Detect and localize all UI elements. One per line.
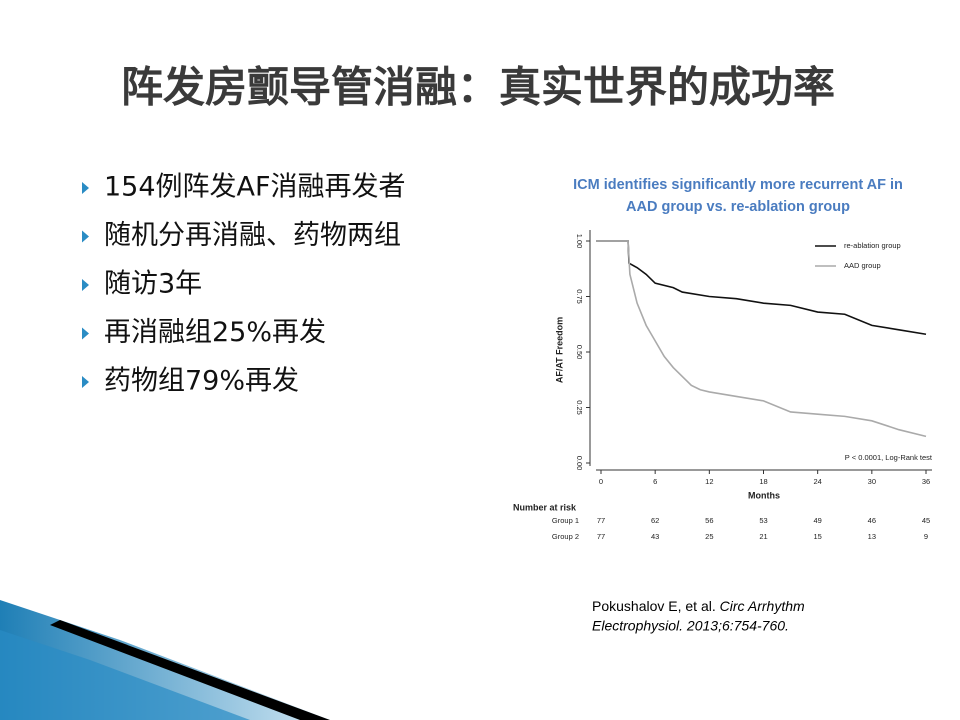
bullet-marker xyxy=(82,279,89,291)
risk-table-title: Number at risk xyxy=(513,502,577,512)
risk-count: 9 xyxy=(924,532,928,541)
chart-title: AAD group vs. re-ablation group xyxy=(626,199,850,215)
bullet-marker xyxy=(82,327,89,340)
y-tick-label: 0.50 xyxy=(575,345,584,360)
x-tick-label: 12 xyxy=(705,477,713,486)
bullet-text: 随机分再消融、药物两组 xyxy=(104,220,401,251)
risk-count: 53 xyxy=(759,516,767,525)
citation-journal: Electrophysiol. 2013;6:754-760. xyxy=(592,618,789,634)
risk-count: 62 xyxy=(651,516,659,525)
risk-count: 15 xyxy=(813,532,821,541)
bullet-text: 随访3年 xyxy=(104,269,202,300)
bullet-text: 药物组79%再发 xyxy=(104,366,299,397)
y-tick-label: 0.75 xyxy=(575,289,584,304)
chart-title: ICM identifies significantly more recurr… xyxy=(573,177,903,193)
x-tick-label: 0 xyxy=(599,477,603,486)
bullet-marker xyxy=(82,376,89,388)
x-tick-label: 6 xyxy=(653,477,657,486)
decor-stripe xyxy=(50,620,330,720)
citation-authors: Pokushalov E, et al. xyxy=(592,598,716,614)
y-tick-label: 0.25 xyxy=(575,400,584,415)
x-tick-label: 30 xyxy=(868,477,876,486)
risk-count: 13 xyxy=(868,532,876,541)
risk-count: 46 xyxy=(868,516,876,525)
survival-curve xyxy=(596,240,927,438)
legend-label: re-ablation group xyxy=(844,241,901,250)
citation-journal: Circ Arrhythm xyxy=(720,598,805,614)
risk-count: 21 xyxy=(759,532,767,541)
risk-count: 45 xyxy=(922,516,930,525)
x-tick-label: 18 xyxy=(759,477,767,486)
bullet-text: 154例阵发AF消融再发者 xyxy=(104,172,406,203)
risk-count: 43 xyxy=(651,532,659,541)
x-axis-label: Months xyxy=(748,490,780,500)
y-tick-label: 0.00 xyxy=(575,456,584,471)
bullet-marker xyxy=(82,230,89,243)
risk-count: 77 xyxy=(597,516,605,525)
y-tick-label: 1.00 xyxy=(575,234,584,249)
risk-row-label: Group 1 xyxy=(552,516,579,525)
annotation: P < 0.0001, Log-Rank test xyxy=(845,453,933,462)
survival-curve xyxy=(596,240,927,336)
y-axis-label: AF/AT Freedom xyxy=(554,317,564,383)
x-tick-label: 36 xyxy=(922,477,930,486)
bullet-marker xyxy=(82,182,89,194)
decor-swoosh xyxy=(0,630,250,720)
risk-count: 56 xyxy=(705,516,713,525)
x-tick-label: 24 xyxy=(813,477,821,486)
risk-count: 49 xyxy=(813,516,821,525)
legend-label: AAD group xyxy=(844,261,881,270)
risk-row-label: Group 2 xyxy=(552,532,579,541)
risk-count: 25 xyxy=(705,532,713,541)
citation: Pokushalov E, et al. Circ Arrhythm xyxy=(592,598,805,614)
risk-count: 77 xyxy=(597,532,605,541)
slide-title: 阵发房颤导管消融：真实世界的成功率 xyxy=(121,63,835,112)
bullet-text: 再消融组25%再发 xyxy=(104,317,326,348)
